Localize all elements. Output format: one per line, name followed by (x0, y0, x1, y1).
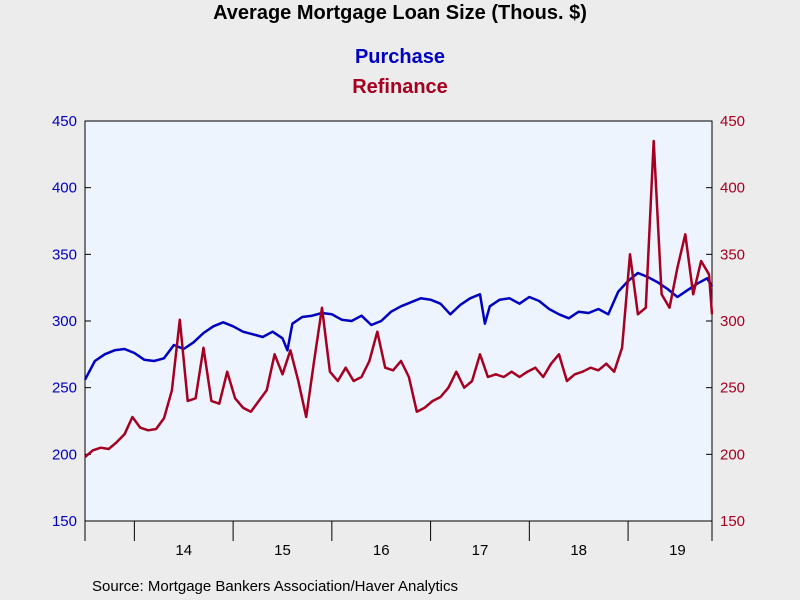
source-note: Source: Mortgage Bankers Association/Hav… (92, 578, 459, 595)
y-left-tick-label: 400 (52, 180, 77, 197)
y-right-tick-label: 300 (720, 313, 745, 330)
y-left-tick-label: 350 (52, 246, 77, 263)
chart-title: Average Mortgage Loan Size (Thous. $) (213, 2, 587, 24)
x-tick-label: 17 (472, 542, 489, 559)
y-left-tick-label: 150 (52, 513, 77, 530)
x-tick-label: 16 (373, 542, 390, 559)
x-tick-label: 14 (175, 542, 192, 559)
y-left-tick-label: 200 (52, 446, 77, 463)
x-tick-label: 19 (669, 542, 686, 559)
y-left-tick-label: 450 (52, 113, 77, 130)
series-line-purchase (83, 271, 714, 381)
plot-area (84, 120, 713, 522)
y-right-tick-label: 350 (720, 246, 745, 263)
series-line-refinance (84, 139, 714, 458)
legend-purchase: Purchase (354, 46, 446, 68)
y-right-tick-label: 450 (720, 113, 745, 130)
legend-refinance: Refinance (352, 76, 448, 98)
y-right-tick-label: 200 (720, 446, 745, 463)
y-right-tick-label: 400 (720, 180, 745, 197)
y-right-tick-label: 150 (720, 513, 745, 530)
y-left-tick-label: 300 (52, 313, 77, 330)
y-left-tick-label: 250 (52, 380, 77, 397)
y-right-tick-label: 250 (720, 380, 745, 397)
x-tick-label: 18 (570, 542, 587, 559)
x-tick-label: 15 (274, 542, 291, 559)
